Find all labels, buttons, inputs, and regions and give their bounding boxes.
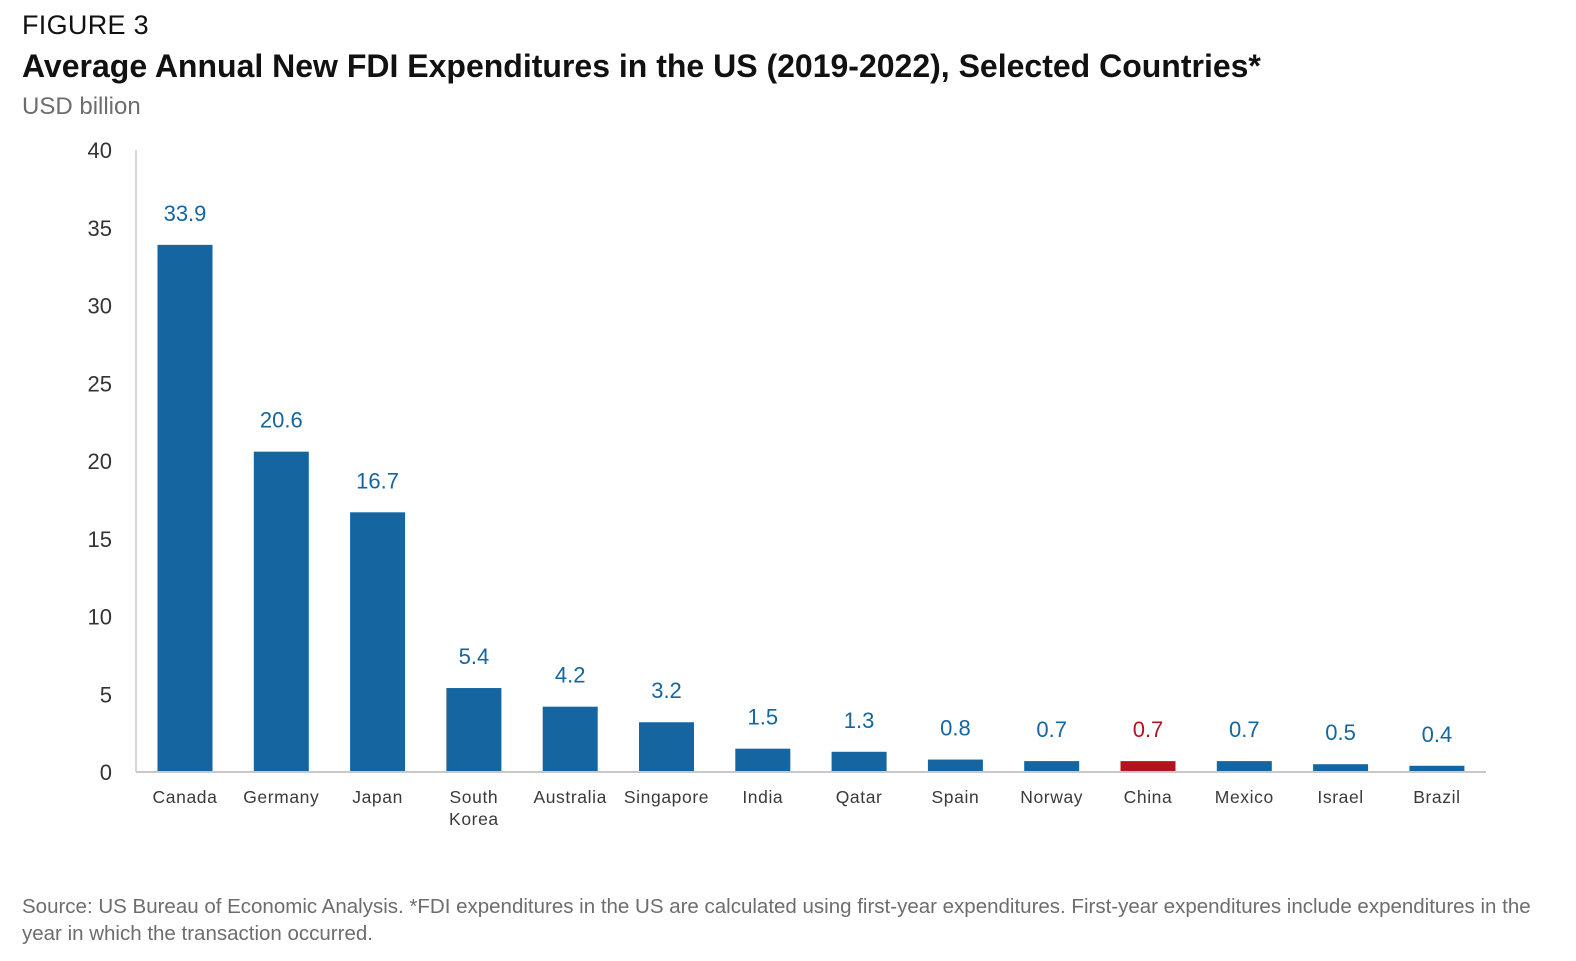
y-tick-label: 15	[88, 527, 112, 552]
x-tick-label: Norway	[1020, 787, 1083, 807]
bar-norway	[1024, 761, 1080, 772]
y-tick-label: 35	[88, 216, 112, 241]
data-label: 0.5	[1325, 720, 1356, 745]
bar-canada	[157, 244, 213, 773]
x-tick-label: Spain	[932, 787, 980, 807]
source-note: Source: US Bureau of Economic Analysis. …	[22, 895, 1531, 945]
data-label: 0.7	[1036, 717, 1067, 742]
data-label: 4.2	[555, 663, 586, 688]
bar-japan	[350, 512, 406, 772]
data-label: 16.7	[356, 468, 399, 493]
bar-china	[1120, 761, 1176, 772]
data-label: 1.3	[844, 708, 875, 733]
data-label: 0.7	[1229, 717, 1260, 742]
x-tick-label: Korea	[449, 809, 499, 829]
bar-brazil	[1409, 765, 1465, 772]
bar-chart: 0 5 10 15 20 25 30 35 40 33.9 Canada 20.6 Germany 16.…	[88, 138, 1486, 829]
bar-australia	[542, 706, 598, 772]
x-tick-label: Mexico	[1215, 787, 1274, 807]
x-tick-label: Qatar	[836, 787, 883, 807]
x-tick-label: South	[450, 787, 499, 807]
bar-south-korea	[446, 688, 502, 772]
data-label: 33.9	[164, 201, 207, 226]
data-label: 5.4	[459, 644, 490, 669]
figure-label: FIGURE 3	[22, 10, 149, 40]
y-tick-label: 30	[88, 294, 112, 319]
data-label: 0.7	[1133, 717, 1164, 742]
bar-israel	[1313, 764, 1369, 772]
bar-qatar	[831, 751, 887, 772]
y-tick-label: 20	[88, 449, 112, 474]
chart-subtitle: USD billion	[22, 93, 141, 120]
chart-title: Average Annual New FDI Expenditures in t…	[22, 48, 1261, 84]
x-tick-label: India	[742, 787, 783, 807]
y-tick-label: 10	[88, 605, 112, 630]
data-label: 20.6	[260, 408, 303, 433]
x-tick-label: Germany	[243, 787, 319, 807]
bar-germany	[253, 451, 309, 772]
x-tick-label: Japan	[352, 787, 403, 807]
x-tick-label: Brazil	[1413, 787, 1460, 807]
y-tick-label: 25	[88, 371, 112, 396]
bar-mexico	[1216, 761, 1272, 772]
x-tick-label: Australia	[533, 787, 607, 807]
x-tick-label: Israel	[1317, 787, 1363, 807]
x-tick-label: China	[1124, 787, 1173, 807]
x-tick-label: Singapore	[624, 787, 709, 807]
data-label: 3.2	[651, 678, 682, 703]
data-label: 0.8	[940, 716, 971, 741]
y-tick-label: 40	[88, 138, 112, 163]
y-tick-label: 0	[100, 760, 112, 785]
bar-singapore	[639, 722, 694, 772]
bar-india	[735, 748, 791, 772]
x-tick-label: Canada	[153, 787, 218, 807]
data-label: 0.4	[1422, 722, 1453, 747]
bar-spain	[927, 759, 983, 772]
data-label: 1.5	[748, 705, 779, 730]
y-tick-label: 5	[100, 682, 112, 707]
